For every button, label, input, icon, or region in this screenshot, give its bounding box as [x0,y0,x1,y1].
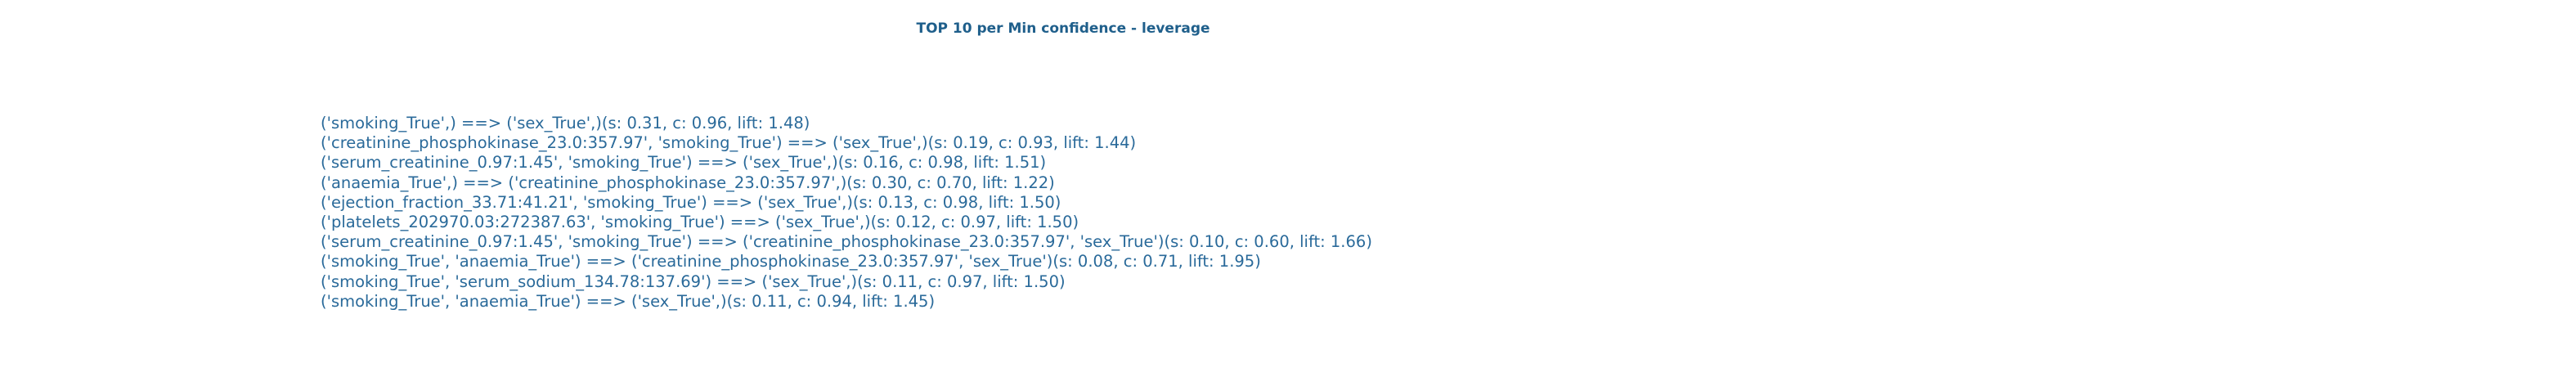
rules-list: ('smoking_True',) ==> ('sex_True',)(s: 0… [321,114,1372,312]
rule-item: ('serum_creatinine_0.97:1.45', 'smoking_… [321,153,1047,173]
rule-item: ('smoking_True', 'anaemia_True') ==> ('s… [321,291,936,311]
rule-item: ('ejection_fraction_33.71:41.21', 'smoki… [321,192,1061,212]
rule-item: ('serum_creatinine_0.97:1.45', 'smoking_… [321,232,1372,252]
rule-item: ('anaemia_True',) ==> ('creatinine_phosp… [321,173,1055,192]
rule-item: ('smoking_True', 'anaemia_True') ==> ('c… [321,252,1261,272]
rule-item: ('platelets_202970.03:272387.63', 'smoki… [321,213,1079,232]
rule-item: ('creatinine_phosphokinase_23.0:357.97',… [321,133,1137,153]
figure-title: TOP 10 per Min confidence - leverage [916,20,1210,37]
rule-item: ('smoking_True', 'serum_sodium_134.78:13… [321,272,1066,291]
rule-item: ('smoking_True',) ==> ('sex_True',)(s: 0… [321,114,810,132]
